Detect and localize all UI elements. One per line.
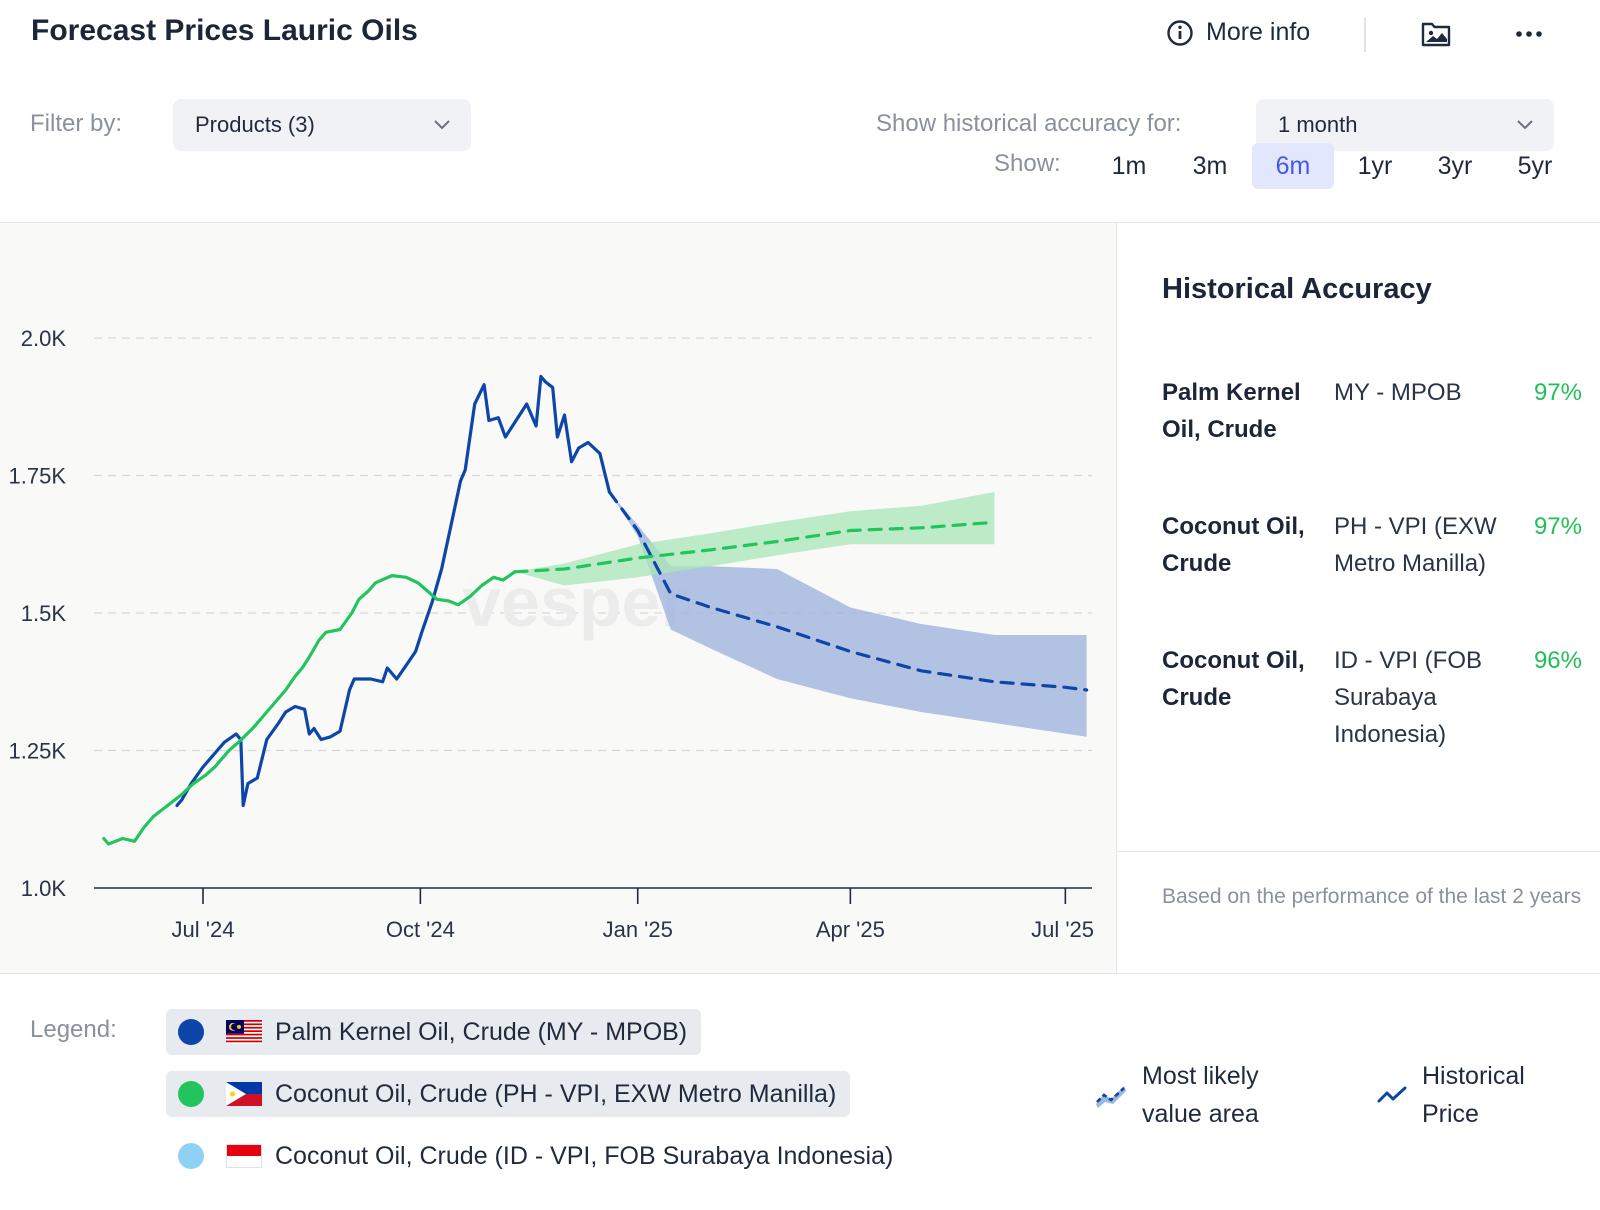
series-color-dot xyxy=(178,1081,204,1107)
accuracy-source: ID - VPI (FOB Surabaya Indonesia) xyxy=(1334,647,1483,748)
accuracy-product: Coconut Oil, Crude xyxy=(1162,647,1305,711)
x-tick-label: Jul '24 xyxy=(172,917,235,942)
accuracy-percent: 96% xyxy=(1533,647,1582,674)
header-divider xyxy=(1364,18,1366,52)
range-1yr[interactable]: 1yr xyxy=(1357,151,1393,180)
philippines-flag-icon xyxy=(226,1082,262,1106)
accuracy-product: Coconut Oil, Crude xyxy=(1162,513,1305,577)
accuracy-row: Coconut Oil, Crude PH - VPI (EXW Metro M… xyxy=(1162,508,1582,582)
chevron-down-icon xyxy=(434,120,450,130)
forecast-line xyxy=(513,520,997,574)
filter-label: Filter by: xyxy=(30,110,123,137)
accuracy-source: MY - MPOB xyxy=(1334,379,1462,406)
accuracy-percent: 97% xyxy=(1533,513,1582,540)
legend-item-coconut-ph[interactable]: Coconut Oil, Crude (PH - VPI, EXW Metro … xyxy=(166,1071,851,1117)
y-tick-label: 1.5K xyxy=(21,601,67,626)
legend-label: Legend: xyxy=(30,1016,117,1043)
products-select-value: Products (3) xyxy=(195,112,315,137)
more-info-label: More info xyxy=(1206,18,1311,46)
accuracy-row: Coconut Oil, Crude ID - VPI (FOB Surabay… xyxy=(1162,642,1582,753)
accuracy-row: Palm Kernel Oil, Crude MY - MPOB 97% xyxy=(1162,374,1582,448)
legend-item-label: Coconut Oil, Crude (PH - VPI, EXW Metro … xyxy=(275,1079,837,1108)
chart-area: vesper 1.0K 1.25K 1.5K 1.75K 2.0K Jul '24 Oct … xyxy=(0,223,1116,973)
accuracy-panel-title: Historical Accuracy xyxy=(1162,273,1432,305)
legend-item-coconut-id[interactable]: Coconut Oil, Crude (ID - VPI, FOB Suraba… xyxy=(166,1133,907,1179)
panel-divider xyxy=(1117,851,1600,852)
indonesia-flag-icon xyxy=(226,1144,262,1168)
historical-price-line xyxy=(175,374,612,808)
x-tick-label: Oct '24 xyxy=(386,917,455,942)
range-1m[interactable]: 1m xyxy=(1111,151,1147,180)
x-tick-label: Jul '25 xyxy=(1031,917,1094,942)
accuracy-label: Show historical accuracy for: xyxy=(876,110,1182,137)
accuracy-percent: 97% xyxy=(1533,379,1582,406)
line-chart-icon xyxy=(1377,1086,1407,1103)
page-title: Forecast Prices Lauric Oils xyxy=(31,14,418,47)
more-info-button[interactable]: More info xyxy=(1166,18,1310,47)
products-select[interactable]: Products (3) xyxy=(173,99,471,151)
legend-item-label: Palm Kernel Oil, Crude (MY - MPOB) xyxy=(275,1017,688,1046)
accuracy-period-select[interactable]: 1 month xyxy=(1256,99,1554,151)
malaysia-flag-icon xyxy=(226,1020,262,1044)
range-3yr[interactable]: 3yr xyxy=(1437,151,1473,180)
y-tick-label: 1.0K xyxy=(21,876,67,901)
legend-divider-line xyxy=(0,973,1600,974)
chart-panel-divider xyxy=(1116,223,1117,973)
show-label: Show: xyxy=(994,150,1061,177)
historical-price-line xyxy=(102,570,517,846)
y-tick-label: 1.75K xyxy=(9,464,67,489)
x-tick-label: Jan '25 xyxy=(603,917,673,942)
legend-item-palm-kernel-my[interactable]: Palm Kernel Oil, Crude (MY - MPOB) xyxy=(166,1009,702,1055)
forecast-line xyxy=(607,490,1089,692)
forecast-band-area xyxy=(609,492,1087,737)
series-color-dot xyxy=(178,1019,204,1045)
accuracy-footnote: Based on the performance of the last 2 y… xyxy=(1162,885,1582,908)
info-circle-icon xyxy=(1167,19,1193,46)
range-5yr[interactable]: 5yr xyxy=(1517,151,1553,180)
accuracy-product: Palm Kernel Oil, Crude xyxy=(1162,379,1301,443)
key-most-likely-label: Most likely value area xyxy=(1142,1062,1259,1128)
more-dots-icon[interactable] xyxy=(1514,22,1544,46)
y-tick-label: 1.25K xyxy=(9,739,67,764)
header-divider-line xyxy=(0,222,1600,223)
range-3m[interactable]: 3m xyxy=(1192,151,1228,180)
key-historical-price: Historical Price xyxy=(1376,1057,1546,1133)
chevron-down-icon xyxy=(1517,120,1533,130)
x-tick-label: Apr '25 xyxy=(816,917,885,942)
key-most-likely-area: Most likely value area xyxy=(1094,1057,1284,1133)
area-line-icon xyxy=(1096,1086,1126,1108)
accuracy-period-value: 1 month xyxy=(1278,112,1358,137)
series-color-dot xyxy=(178,1143,204,1169)
accuracy-source: PH - VPI (EXW Metro Manilla) xyxy=(1334,513,1497,577)
y-tick-label: 2.0K xyxy=(21,326,67,351)
legend-item-label: Coconut Oil, Crude (ID - VPI, FOB Suraba… xyxy=(275,1141,894,1170)
range-6m[interactable]: 6m xyxy=(1252,143,1334,189)
key-historical-label: Historical Price xyxy=(1422,1062,1525,1128)
forecast-band-area xyxy=(514,492,995,586)
image-download-icon[interactable] xyxy=(1420,18,1452,48)
